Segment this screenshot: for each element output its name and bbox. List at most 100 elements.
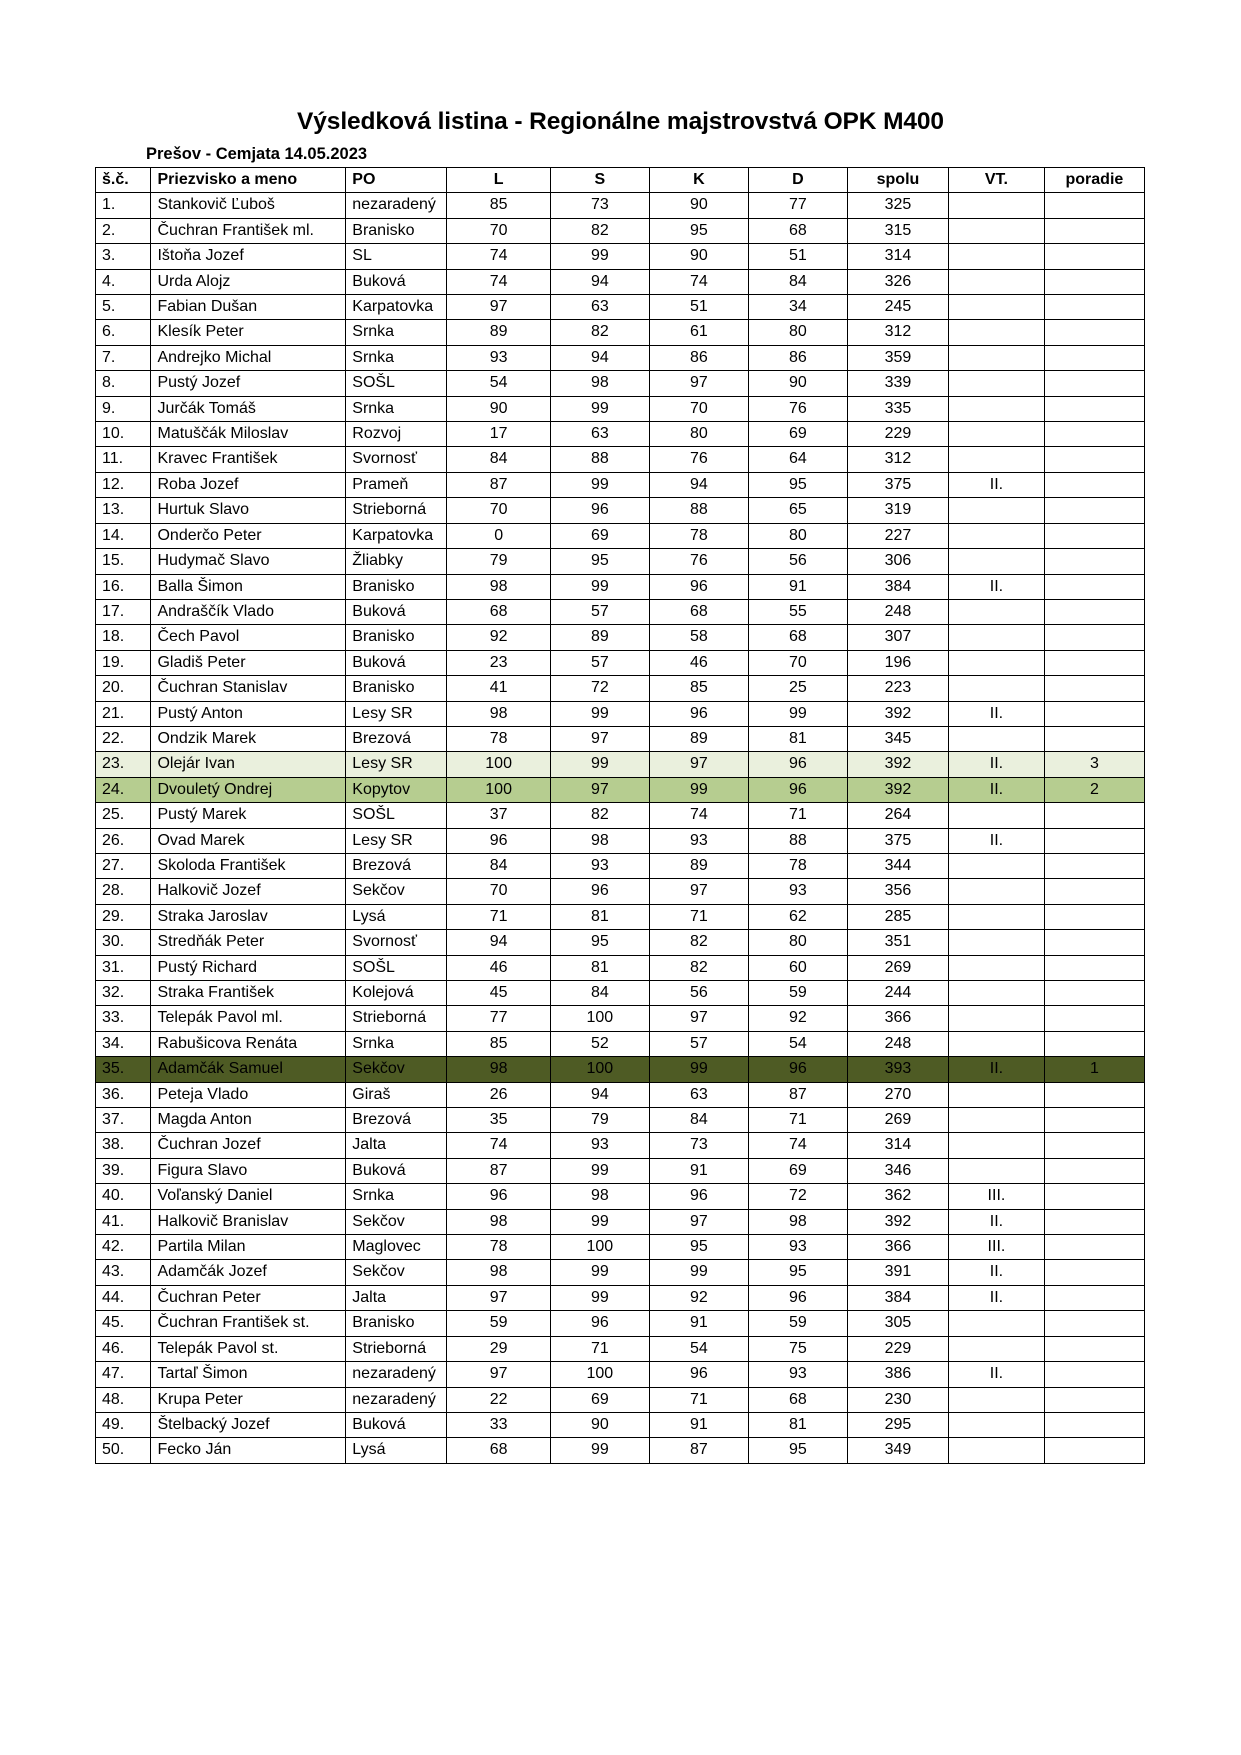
cell-num: 13.: [94, 497, 152, 524]
cell-poradie: [1043, 446, 1146, 473]
cell-k: 92: [648, 1284, 749, 1312]
cell-s: 95: [549, 929, 650, 956]
column-header-k: K: [648, 166, 749, 194]
cell-l: 46: [446, 954, 551, 982]
cell-s: 90: [549, 1411, 650, 1439]
cell-s: 100: [549, 1005, 650, 1032]
cell-l: 68: [446, 598, 551, 626]
cell-d: 98: [747, 1208, 848, 1236]
cell-vt: [948, 395, 1045, 423]
cell-spolu: 392: [846, 776, 950, 804]
cell-num: 42.: [94, 1234, 152, 1261]
cell-spolu: 305: [846, 1310, 950, 1337]
cell-spolu: 384: [846, 573, 950, 600]
cell-po: nezaradený: [345, 1386, 448, 1413]
cell-poradie: [1043, 294, 1146, 321]
cell-num: 4.: [94, 268, 152, 296]
table-row: 10. Matuščák Miloslav Rozvoj 17 63 80 69 229: [94, 421, 1146, 448]
cell-name: Stredňák Peter: [150, 929, 347, 956]
cell-po: Brezová: [345, 725, 448, 753]
cell-num: 32.: [94, 979, 152, 1007]
cell-name: Andraščík Vlado: [150, 598, 347, 626]
cell-vt: [948, 1437, 1045, 1464]
cell-num: 45.: [94, 1310, 152, 1337]
cell-k: 63: [648, 1081, 749, 1109]
cell-num: 26.: [94, 827, 152, 854]
cell-num: 5.: [94, 294, 152, 321]
cell-num: 24.: [94, 776, 152, 804]
cell-l: 0: [446, 522, 551, 550]
table-row: 21. Pustý Anton Lesy SR 98 99 96 99 392 II.: [94, 700, 1146, 727]
cell-d: 75: [747, 1335, 848, 1363]
cell-poradie: [1043, 243, 1146, 270]
cell-spolu: 245: [846, 294, 950, 321]
cell-vt: [948, 1132, 1045, 1159]
cell-d: 68: [747, 217, 848, 245]
cell-k: 84: [648, 1107, 749, 1134]
table-row: 32. Straka František Kolejová 45 84 56 59 244: [94, 979, 1146, 1007]
table-body: 1. Stankovič Ľuboš nezaradený 85 73 90 77 325 2.…: [94, 192, 1146, 1464]
cell-name: Štelbacký Jozef: [150, 1411, 347, 1439]
table-row: 45. Čuchran František st. Branisko 59 96 91 59…: [94, 1310, 1146, 1337]
cell-name: Dvouletý Ondrej: [150, 776, 347, 804]
cell-s: 52: [549, 1030, 650, 1058]
cell-l: 74: [446, 268, 551, 296]
cell-poradie: [1043, 421, 1146, 448]
cell-po: Srnka: [345, 1183, 448, 1210]
cell-l: 100: [446, 751, 551, 778]
cell-poradie: [1043, 802, 1146, 829]
cell-s: 98: [549, 370, 650, 397]
cell-po: Strieborná: [345, 1335, 448, 1363]
cell-num: 11.: [94, 446, 152, 473]
cell-poradie: [1043, 1005, 1146, 1032]
cell-po: Sekčov: [345, 1259, 448, 1286]
cell-s: 96: [549, 878, 650, 905]
cell-num: 37.: [94, 1107, 152, 1134]
cell-spolu: 244: [846, 979, 950, 1007]
cell-name: Čuchran Stanislav: [150, 675, 347, 702]
cell-l: 84: [446, 446, 551, 473]
cell-l: 78: [446, 725, 551, 753]
cell-l: 97: [446, 1284, 551, 1312]
cell-s: 81: [549, 903, 650, 931]
cell-k: 99: [648, 1259, 749, 1286]
cell-k: 97: [648, 1208, 749, 1236]
cell-d: 77: [747, 192, 848, 219]
cell-spolu: 248: [846, 1030, 950, 1058]
table-row: 27. Skoloda František Brezová 84 93 89 78 344: [94, 852, 1146, 880]
page-subtitle: Prešov - Cemjata 14.05.2023: [146, 145, 368, 163]
cell-l: 98: [446, 700, 551, 727]
cell-name: Adamčák Samuel: [150, 1056, 347, 1083]
cell-po: Buková: [345, 1157, 448, 1185]
table-row: 13. Hurtuk Slavo Strieborná 70 96 88 65 319: [94, 497, 1146, 524]
table-header-row: š.č. Priezvisko a meno PO L S K D spolu …: [94, 166, 1146, 194]
cell-num: 25.: [94, 802, 152, 829]
cell-s: 97: [549, 776, 650, 804]
cell-d: 62: [747, 903, 848, 931]
cell-name: Onderčo Peter: [150, 522, 347, 550]
cell-name: Peteja Vlado: [150, 1081, 347, 1109]
cell-poradie: [1043, 700, 1146, 727]
cell-po: Lesy SR: [345, 751, 448, 778]
table-row: 16. Balla Šimon Branisko 98 99 96 91 384 II.: [94, 573, 1146, 600]
cell-num: 35.: [94, 1056, 152, 1083]
cell-poradie: [1043, 192, 1146, 219]
cell-name: Kravec František: [150, 446, 347, 473]
cell-d: 93: [747, 1361, 848, 1388]
cell-l: 98: [446, 1056, 551, 1083]
cell-vt: [948, 1310, 1045, 1337]
cell-d: 69: [747, 421, 848, 448]
table-row: 5. Fabian Dušan Karpatovka 97 63 51 34 245: [94, 294, 1146, 321]
cell-vt: [948, 1335, 1045, 1363]
cell-vt: [948, 319, 1045, 346]
cell-k: 91: [648, 1411, 749, 1439]
table-row: 19. Gladiš Peter Buková 23 57 46 70 196: [94, 649, 1146, 677]
cell-spolu: 345: [846, 725, 950, 753]
table-row: 42. Partila Milan Maglovec 78 100 95 93 366 III.: [94, 1234, 1146, 1261]
cell-name: Čuchran Peter: [150, 1284, 347, 1312]
cell-l: 33: [446, 1411, 551, 1439]
cell-num: 38.: [94, 1132, 152, 1159]
cell-l: 70: [446, 878, 551, 905]
cell-poradie: [1043, 1284, 1146, 1312]
cell-vt: [948, 903, 1045, 931]
